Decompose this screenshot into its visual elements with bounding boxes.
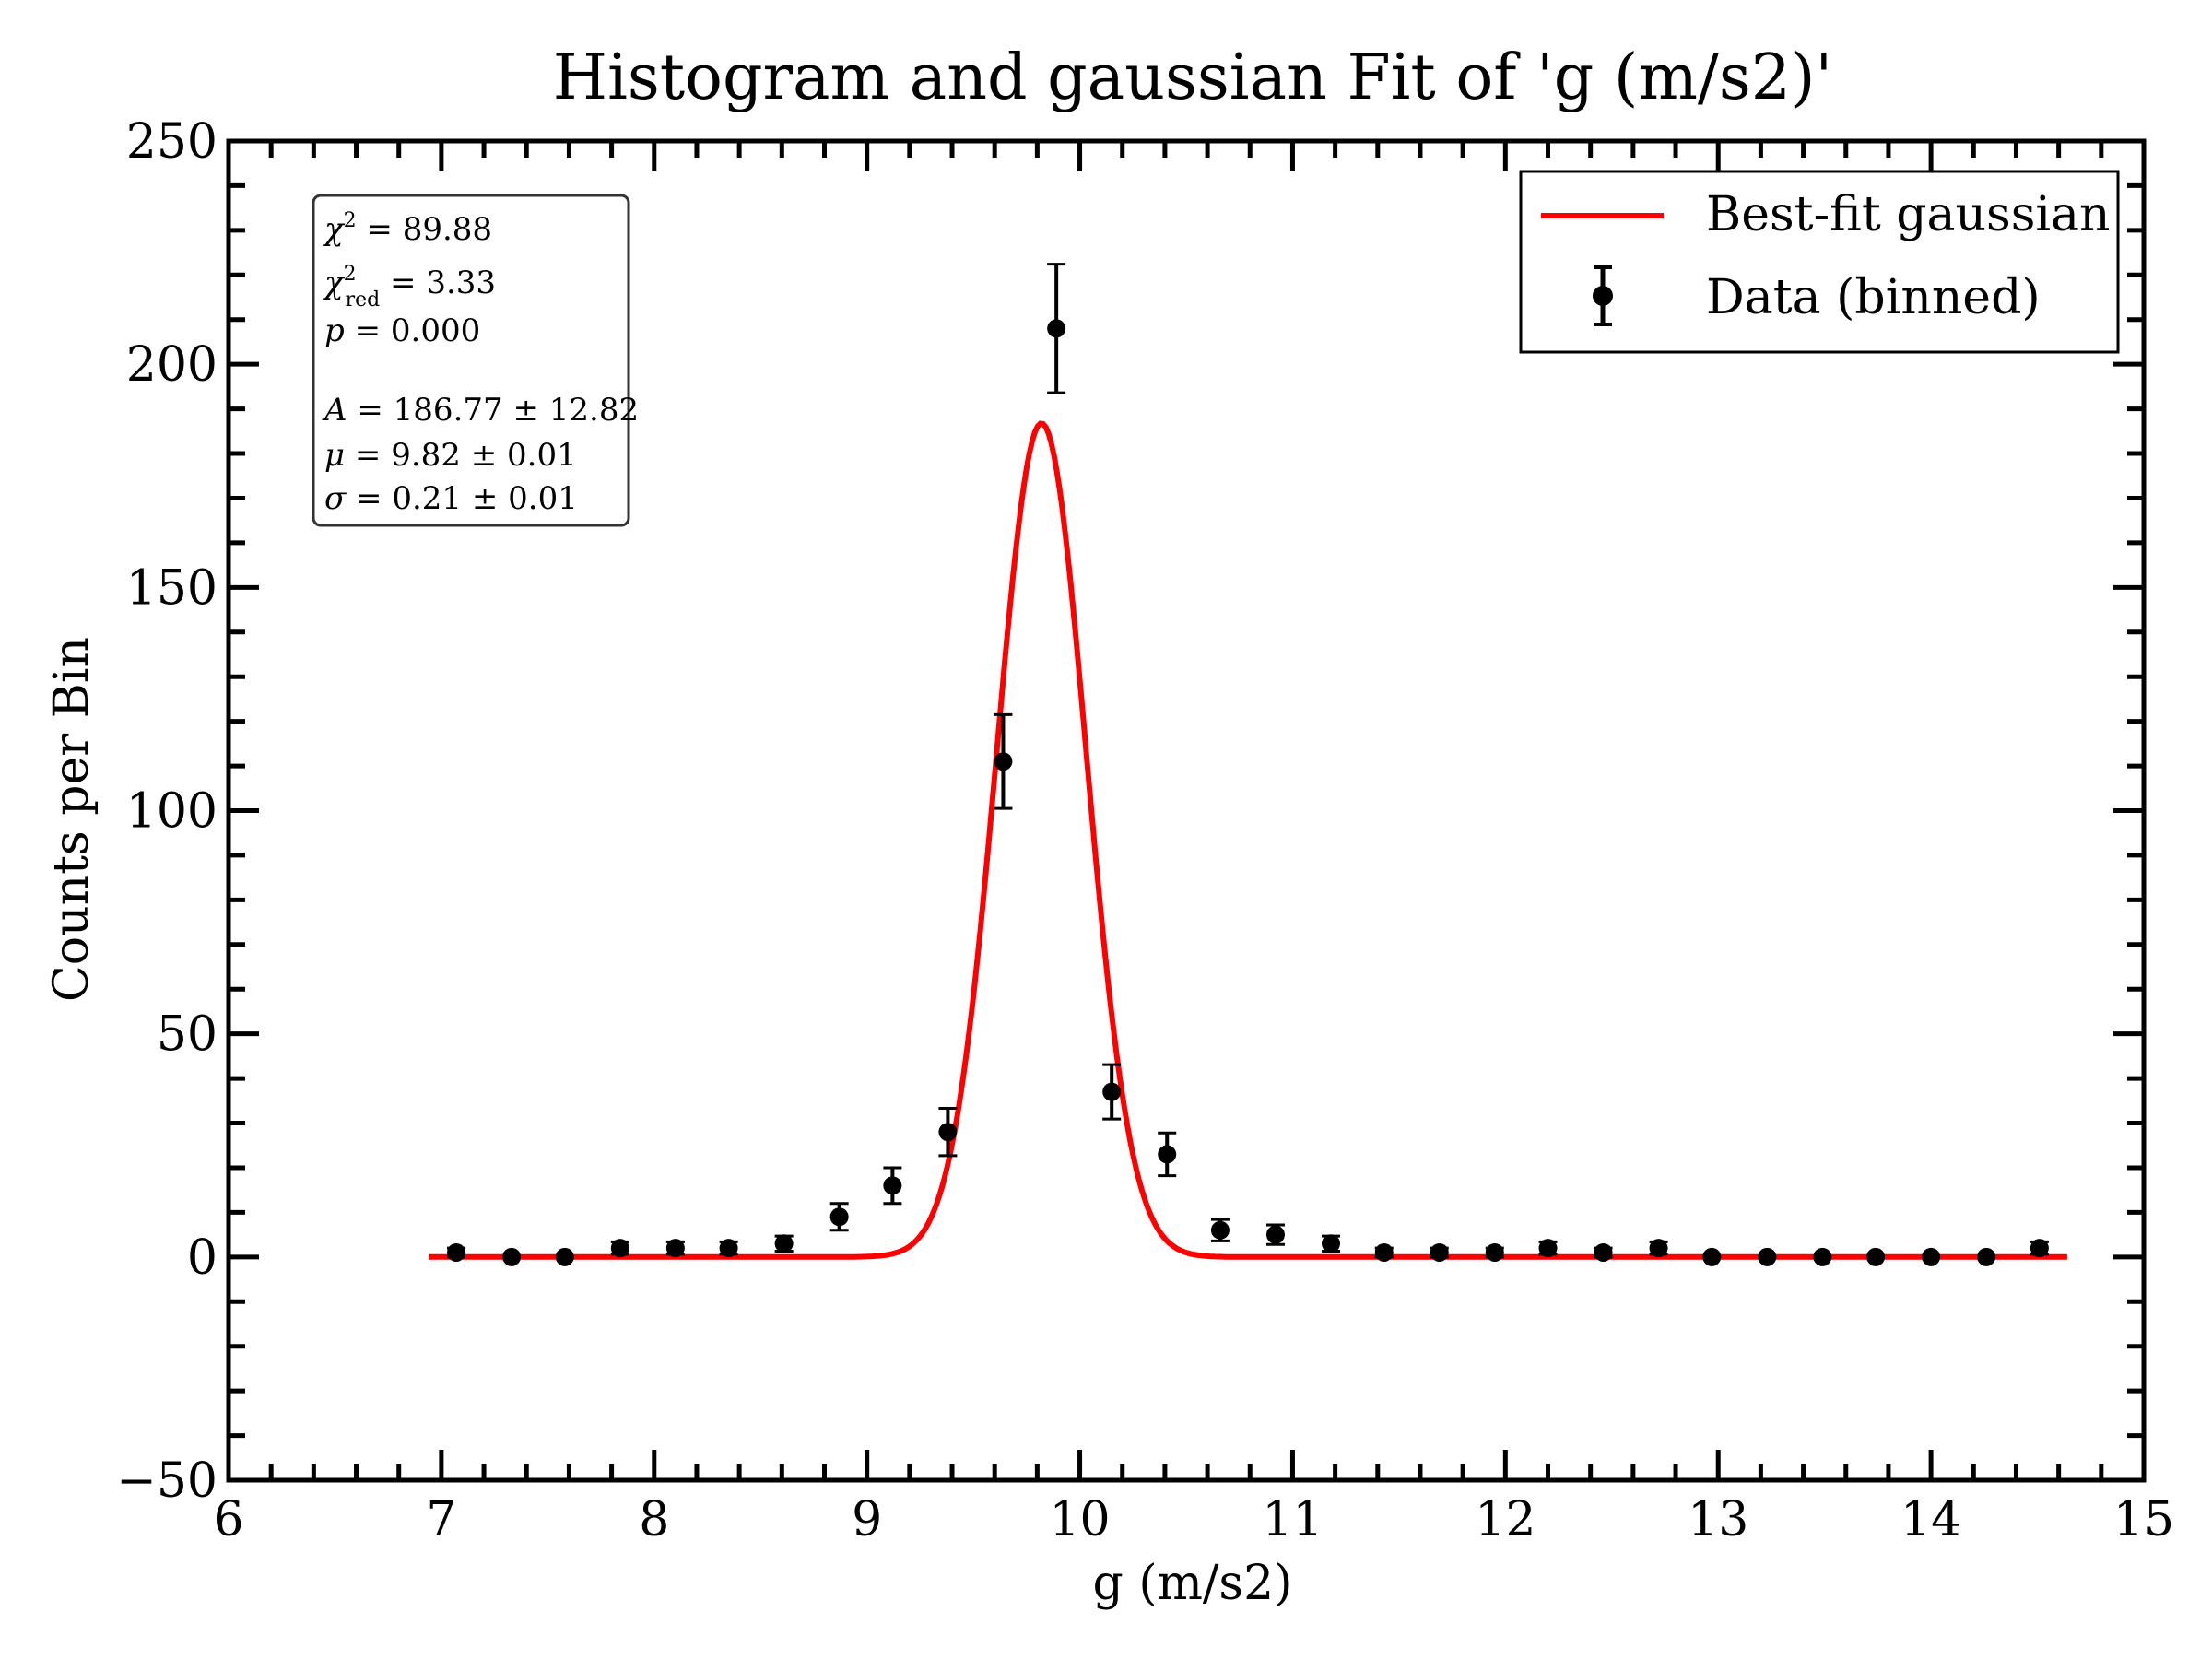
data-point [1813,1247,1832,1266]
data-point-group [883,1166,902,1206]
stat-mean: μ = 9.82 ± 0.01 [324,437,577,474]
data-point-group [1922,1247,1941,1266]
y-tick-label: 150 [126,560,218,616]
stat-sigma: σ = 0.21 ± 0.01 [324,480,578,517]
tick-labels: 6 7 8 9 10 11 12 13 14 15 −50 0 50 100 150 200 250 [116,114,2174,1547]
data-point-group [719,1239,738,1258]
data-point [1265,1225,1285,1244]
data-point-group [1758,1247,1777,1266]
data-point [1977,1247,1996,1266]
y-tick-label: 250 [126,114,218,170]
data-point [1322,1234,1341,1253]
legend: Best-fit gaussian Data (binned) [1519,170,2120,354]
y-axis-label: Counts per Bin [44,637,100,1002]
legend-marker-swatch [1593,286,1613,306]
data-point-group [1265,1223,1285,1246]
data-point [555,1247,574,1266]
x-tick-label: 13 [1688,1492,1748,1547]
axis-ticks [226,138,2147,1483]
data-point-group [1430,1242,1449,1262]
data-point-group [830,1202,849,1232]
data-point [2030,1239,2049,1258]
data-point-group [1702,1247,1722,1266]
x-tick-label: 15 [2113,1492,2174,1547]
data-point [610,1239,629,1258]
data-point [883,1176,902,1195]
data-point [1047,319,1066,338]
data-point-group [1866,1247,1886,1266]
data-point-group [1485,1242,1504,1262]
data-point-group [994,712,1013,810]
data-point [1485,1242,1504,1262]
data-point [1210,1220,1230,1240]
fit-line [429,420,2067,1260]
data-point [1758,1247,1777,1266]
data-point-group [1813,1247,1832,1266]
data-point [1594,1242,1613,1262]
x-tick-label: 12 [1475,1492,1535,1547]
data-point [1102,1082,1122,1101]
data-point-group [1102,1063,1122,1121]
chart-title: Histogram and gaussian Fit of 'g (m/s2)' [553,41,1832,114]
x-tick-label: 14 [1900,1492,1961,1547]
data-point [938,1123,958,1142]
stat-amplitude: A = 186.77 ± 12.82 [322,392,639,429]
stats-box-frame [312,194,630,527]
data-point [994,752,1013,771]
y-tick-label: 0 [187,1230,218,1286]
data-point-group [1047,263,1066,394]
data-point [1702,1247,1722,1266]
data-point-group [1158,1131,1177,1178]
data-point-group [938,1107,958,1158]
data-point-group [610,1239,629,1258]
data-point [719,1239,738,1258]
data-point-group [1649,1239,1668,1258]
y-tick-label: 50 [157,1007,218,1063]
data-point [447,1242,466,1262]
data-point-group [1374,1242,1394,1262]
data-point [1649,1239,1668,1258]
legend-label-fit: Best-fit gaussian [1706,187,2111,242]
stat-p-value: p = 0.000 [324,312,480,349]
x-tick-label: 11 [1262,1492,1323,1547]
y-tick-label: −50 [116,1453,218,1509]
fit-statistics-box: χ2 = 89.88 χ2 red = 3.33 p = 0.000 A = 18… [312,194,639,527]
data-point [1430,1242,1449,1262]
data-point-group [2030,1239,2049,1258]
data-point [665,1239,685,1258]
data-point-group [447,1242,466,1262]
data-point [830,1207,849,1227]
data-point-group [555,1247,574,1266]
plot-marks [429,263,2067,1266]
x-tick-label: 6 [213,1492,243,1547]
data-point [1922,1247,1941,1266]
data-point-group [502,1247,522,1266]
data-point-group [1210,1218,1230,1242]
stat-chi2: χ2 = 89.88 [323,209,492,248]
data-point-group [1322,1234,1341,1253]
data-point [1374,1242,1394,1262]
data-point [1866,1247,1886,1266]
x-tick-label: 9 [852,1492,882,1547]
y-tick-label: 100 [126,784,218,840]
x-tick-label: 7 [426,1492,456,1547]
data-point-group [1594,1242,1613,1262]
y-tick-label: 200 [126,337,218,393]
data-point [1538,1239,1558,1258]
data-point-group [1977,1247,1996,1266]
legend-label-data: Data (binned) [1706,270,2041,325]
x-tick-label: 8 [639,1492,669,1547]
data-point [774,1234,794,1253]
legend-frame [1519,170,2120,354]
data-point-group [665,1239,685,1258]
stat-chi2-reduced: χ2 red = 3.33 [323,263,496,312]
x-axis-label: g (m/s2) [1093,1556,1293,1611]
x-tick-label: 10 [1049,1492,1110,1547]
data-point-group [1538,1239,1558,1258]
data-point-group [774,1234,794,1253]
data-point [1158,1145,1177,1164]
data-point [502,1247,522,1266]
